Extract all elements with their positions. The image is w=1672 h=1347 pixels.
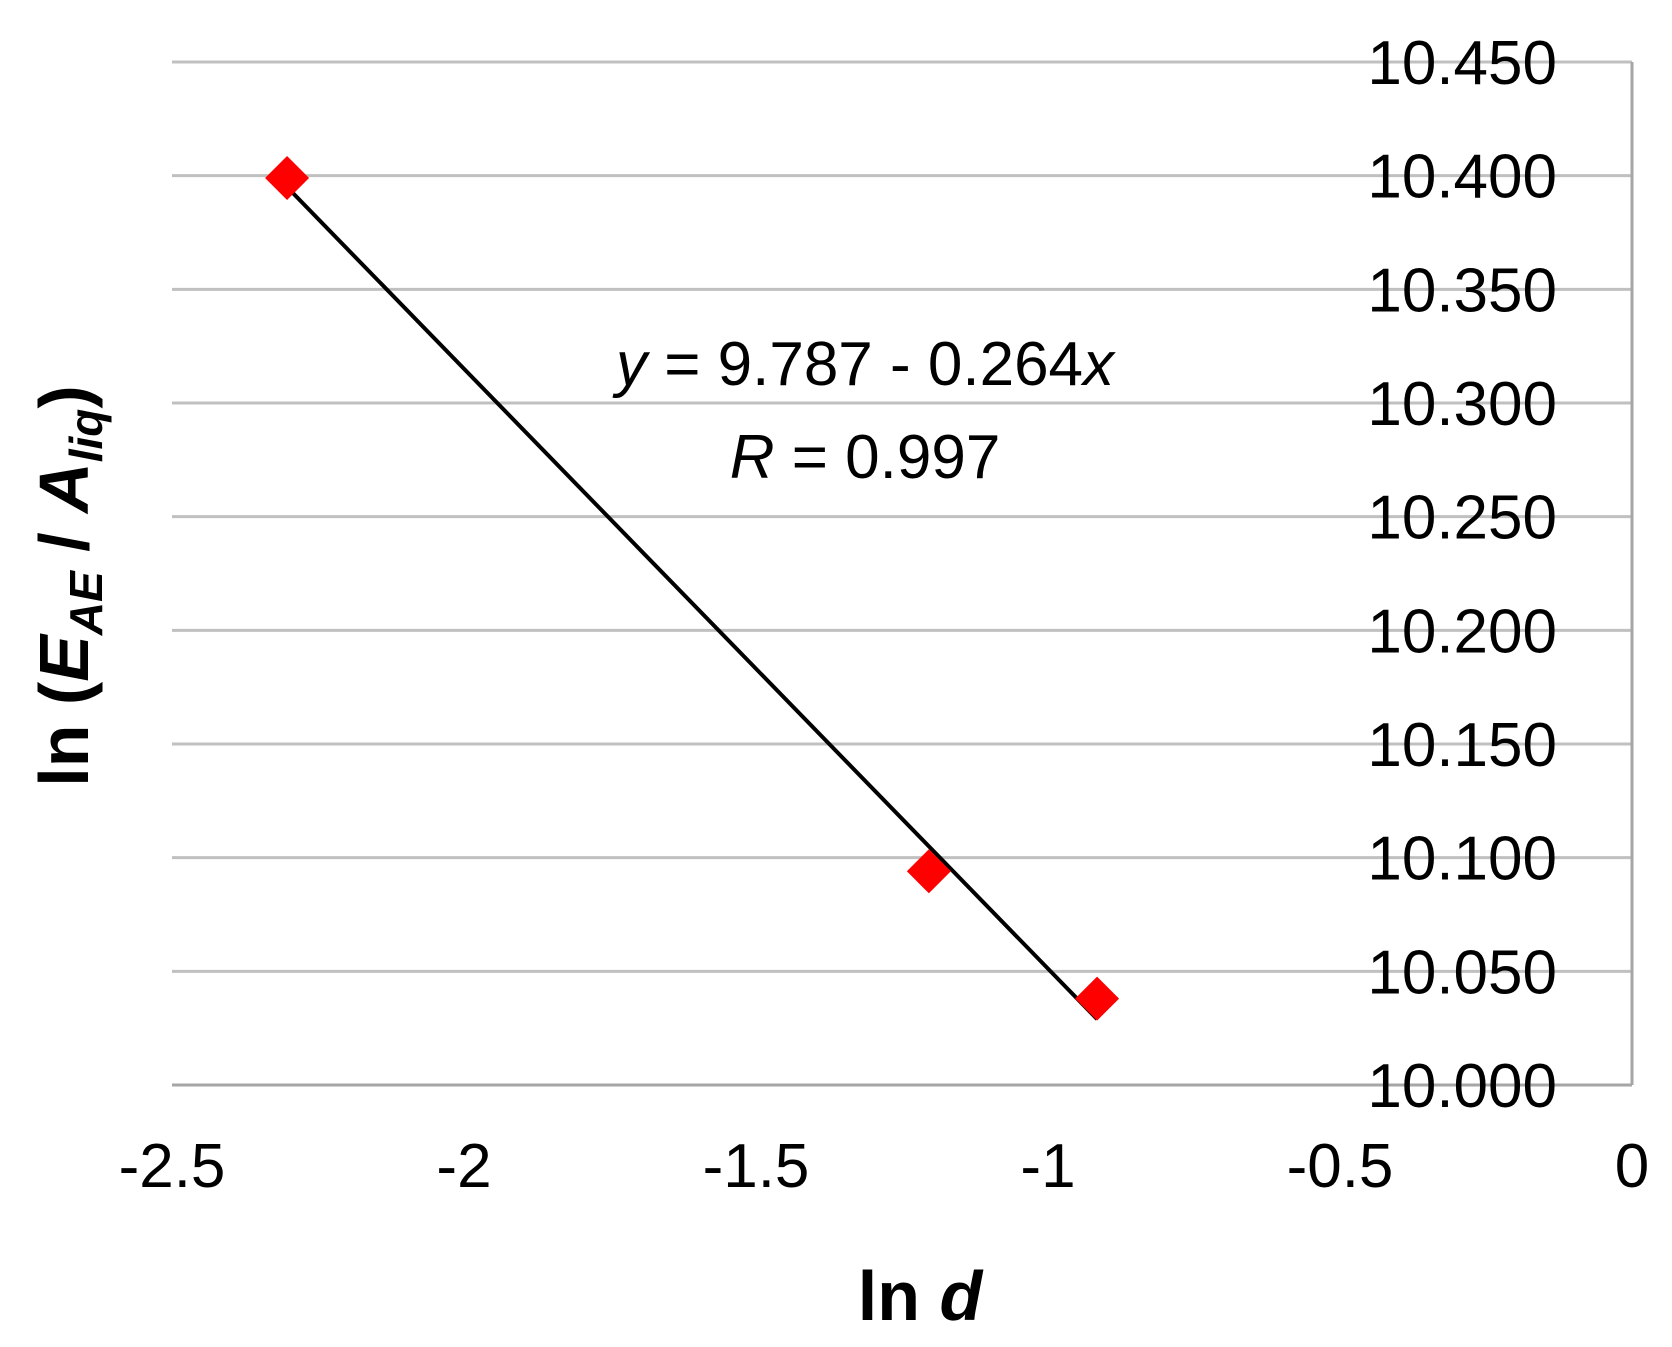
equation-y-var: y <box>612 330 651 399</box>
y-axis-title-prefix: ln ( <box>25 681 103 787</box>
x-tick-label: 0 <box>1615 1132 1649 1201</box>
correlation-coefficient: R = 0.997 <box>730 423 1001 492</box>
x-tick-label: -1.5 <box>703 1132 810 1201</box>
y-axis-title-a-sub: liq <box>60 409 112 463</box>
y-tick-label: 10.100 <box>1367 825 1557 894</box>
x-axis-title-main: ln <box>858 1257 920 1335</box>
axes <box>172 62 1634 1087</box>
data-points <box>265 155 1120 1021</box>
equation-body: = 9.787 - 0.264 <box>647 330 1083 399</box>
y-tick-label: 10.200 <box>1367 597 1557 666</box>
y-tick-label: 10.400 <box>1367 143 1557 212</box>
trendline-group <box>285 185 1099 1021</box>
y-axis-title-mid: / <box>25 513 103 571</box>
y-axis-title-suffix: ) <box>25 385 103 408</box>
r-var: R <box>730 423 775 492</box>
y-tick-label: 10.250 <box>1367 484 1557 553</box>
trendline <box>285 185 1099 1021</box>
gridlines <box>172 60 1632 973</box>
equation-x-var: x <box>1080 330 1116 399</box>
y-tick-label: 10.350 <box>1367 256 1557 325</box>
x-tick-label: -2 <box>436 1132 491 1201</box>
y-tick-label: 10.300 <box>1367 370 1557 439</box>
data-point <box>1075 976 1120 1021</box>
y-tick-label: 10.050 <box>1367 938 1557 1007</box>
y-axis-title-e-sub: AE <box>60 570 112 636</box>
x-axis-title: ln d <box>858 1257 984 1335</box>
r-value: = 0.997 <box>774 423 1000 492</box>
data-point <box>265 155 310 200</box>
x-tick-label: -2.5 <box>119 1132 226 1201</box>
y-axis-title-a: A <box>25 462 103 515</box>
tick-labels: 10.000 10.050 10.100 10.150 10.200 10.250 10.3… <box>119 29 1650 1201</box>
y-axis-title-e: E <box>25 633 103 682</box>
y-tick-label: 10.000 <box>1367 1052 1557 1121</box>
x-axis-title-var: d <box>939 1257 983 1335</box>
y-axis-title: ln (EAE / Aliq) <box>25 385 112 786</box>
data-point <box>906 849 951 894</box>
y-tick-label: 10.150 <box>1367 711 1557 780</box>
y-tick-label: 10.450 <box>1367 29 1557 98</box>
trendline-equation: y = 9.787 - 0.264x <box>612 330 1116 399</box>
x-tick-label: -0.5 <box>1287 1132 1394 1201</box>
x-tick-label: -1 <box>1020 1132 1075 1201</box>
